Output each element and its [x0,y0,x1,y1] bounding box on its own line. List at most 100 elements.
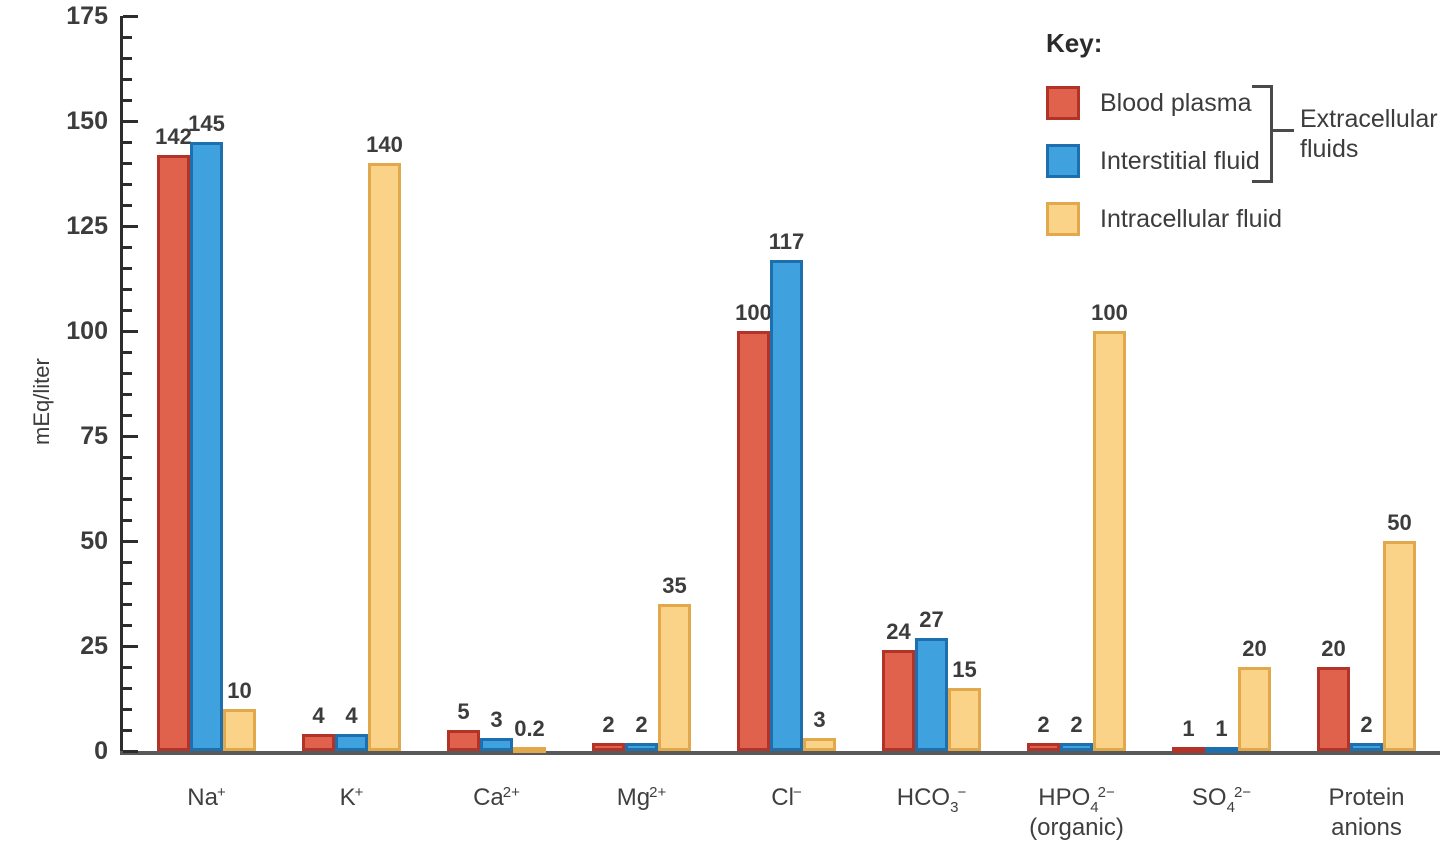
bar-ca-intracellular-fluid [513,747,546,753]
bar-cl-interstitial-fluid [770,259,803,751]
y-axis-minor-tick [123,183,132,186]
bar-hco3-intracellular-fluid [948,688,981,751]
legend-bracket-label: Extracellular fluids [1300,105,1438,163]
legend-item-interstitial-fluid: Interstitial fluid [1046,142,1260,180]
y-axis-minor-tick [123,162,132,165]
bar-protein-blood-plasma [1317,667,1350,751]
y-axis-minor-tick [123,582,132,585]
bar-value-label-k-2: 4 [345,703,358,729]
y-axis-major-tick [123,540,138,543]
bar-k-blood-plasma [302,734,335,751]
bar-value-label-so4-2: 1 [1215,715,1228,741]
bar-value-label-mg-1: 2 [602,711,615,737]
bar-so4-blood-plasma [1172,746,1205,753]
bar-ca-interstitial-fluid [480,738,513,751]
bar-value-label-ca-2: 3 [490,707,503,733]
y-axis-minor-tick [123,519,132,522]
bar-value-label-hco3-2: 27 [919,606,944,632]
y-axis-major-tick [123,645,138,648]
x-axis-label-mg: Mg2+ [616,784,667,811]
x-axis-label-na: Na+ [187,784,226,811]
x-axis-label-ca: Ca2+ [473,784,520,811]
bar-protein-interstitial-fluid [1350,742,1383,751]
y-axis-tick-label: 150 [66,107,108,135]
y-axis-minor-tick [123,204,132,207]
bar-cl-blood-plasma [737,331,770,751]
bar-value-label-so4-3: 20 [1242,636,1267,661]
bar-value-label-cl-3: 3 [813,707,826,733]
bar-mg-interstitial-fluid [625,742,658,751]
bar-value-label-na-2: 145 [188,111,225,136]
legend-item-intracellular-fluid: Intracellular fluid [1046,200,1282,238]
y-axis-major-tick [123,120,138,123]
y-axis-minor-tick [123,351,132,354]
bar-hco3-blood-plasma [882,650,915,751]
bar-value-label-ca-3: 0.2 [514,716,545,741]
y-axis-minor-tick [123,414,132,417]
y-axis-minor-tick [123,99,132,102]
bar-value-label-cl-1: 100 [735,300,772,325]
bar-ca-blood-plasma [447,730,480,751]
x-axis-line [120,751,1440,755]
bar-protein-intracellular-fluid [1383,541,1416,751]
y-axis-tick-label: 125 [66,212,108,240]
bar-value-label-na-3: 10 [227,678,252,703]
legend-item-label: Blood plasma [1100,88,1252,117]
bar-value-label-ca-1: 5 [457,699,470,724]
bar-na-interstitial-fluid [190,142,223,751]
bar-value-label-mg-2: 2 [635,711,648,737]
y-axis-minor-tick [123,729,132,732]
x-axis-label-cl: Cl− [771,784,802,811]
bar-k-intracellular-fluid [368,163,401,751]
y-axis-major-tick [123,750,138,753]
y-axis-minor-tick [123,498,132,501]
y-axis-minor-tick [123,666,132,669]
y-axis-tick-label: 175 [66,2,108,30]
bar-value-label-so4-1: 1 [1182,715,1195,741]
bar-hco3-interstitial-fluid [915,637,948,751]
extracellular-bracket [1252,85,1273,183]
y-axis [120,16,123,755]
y-axis-minor-tick [123,246,132,249]
y-axis-tick-label: 25 [80,632,108,660]
bar-value-label-hco3-1: 24 [886,619,911,645]
y-axis-tick-label: 50 [80,527,108,555]
bar-hpo4-intracellular-fluid [1093,331,1126,751]
legend-item-label: Interstitial fluid [1100,146,1260,175]
legend-swatch-1 [1046,86,1080,120]
bar-na-intracellular-fluid [223,709,256,751]
y-axis-major-tick [123,225,138,228]
bar-value-label-hco3-3: 15 [952,657,977,682]
y-axis-minor-tick [123,393,132,396]
bar-value-label-na-1: 142 [155,123,192,149]
legend-item-label: Intracellular fluid [1100,204,1283,233]
y-axis-minor-tick [123,456,132,459]
y-axis-tick-label: 0 [94,737,108,765]
x-axis-label-k: K+ [339,784,364,811]
bar-mg-blood-plasma [592,742,625,751]
bar-hpo4-blood-plasma [1027,742,1060,751]
bar-value-label-hpo4-3: 100 [1091,300,1128,325]
y-axis-minor-tick [123,78,132,81]
y-axis-minor-tick [123,309,132,312]
y-axis-minor-tick [123,267,132,270]
bar-value-label-cl-2: 117 [768,228,805,254]
y-axis-minor-tick [123,372,132,375]
x-axis-label-protein: Protein anions [1328,784,1405,841]
bar-value-label-k-1: 4 [312,703,325,729]
bar-value-label-protein-3: 50 [1387,510,1412,535]
x-axis-label-hco3: HCO3− [896,784,967,816]
y-axis-minor-tick [123,624,132,627]
y-axis-minor-tick [123,687,132,690]
y-axis-major-tick [123,435,138,438]
bar-value-label-hpo4-1: 2 [1037,711,1050,737]
bar-so4-intracellular-fluid [1238,667,1271,751]
y-axis-minor-tick [123,36,132,39]
y-axis-minor-tick [123,57,132,60]
y-axis-major-tick [123,15,138,18]
y-axis-minor-tick [123,708,132,711]
legend-swatch-3 [1046,202,1080,236]
bar-value-label-mg-3: 35 [662,573,687,598]
y-axis-major-tick [123,330,138,333]
